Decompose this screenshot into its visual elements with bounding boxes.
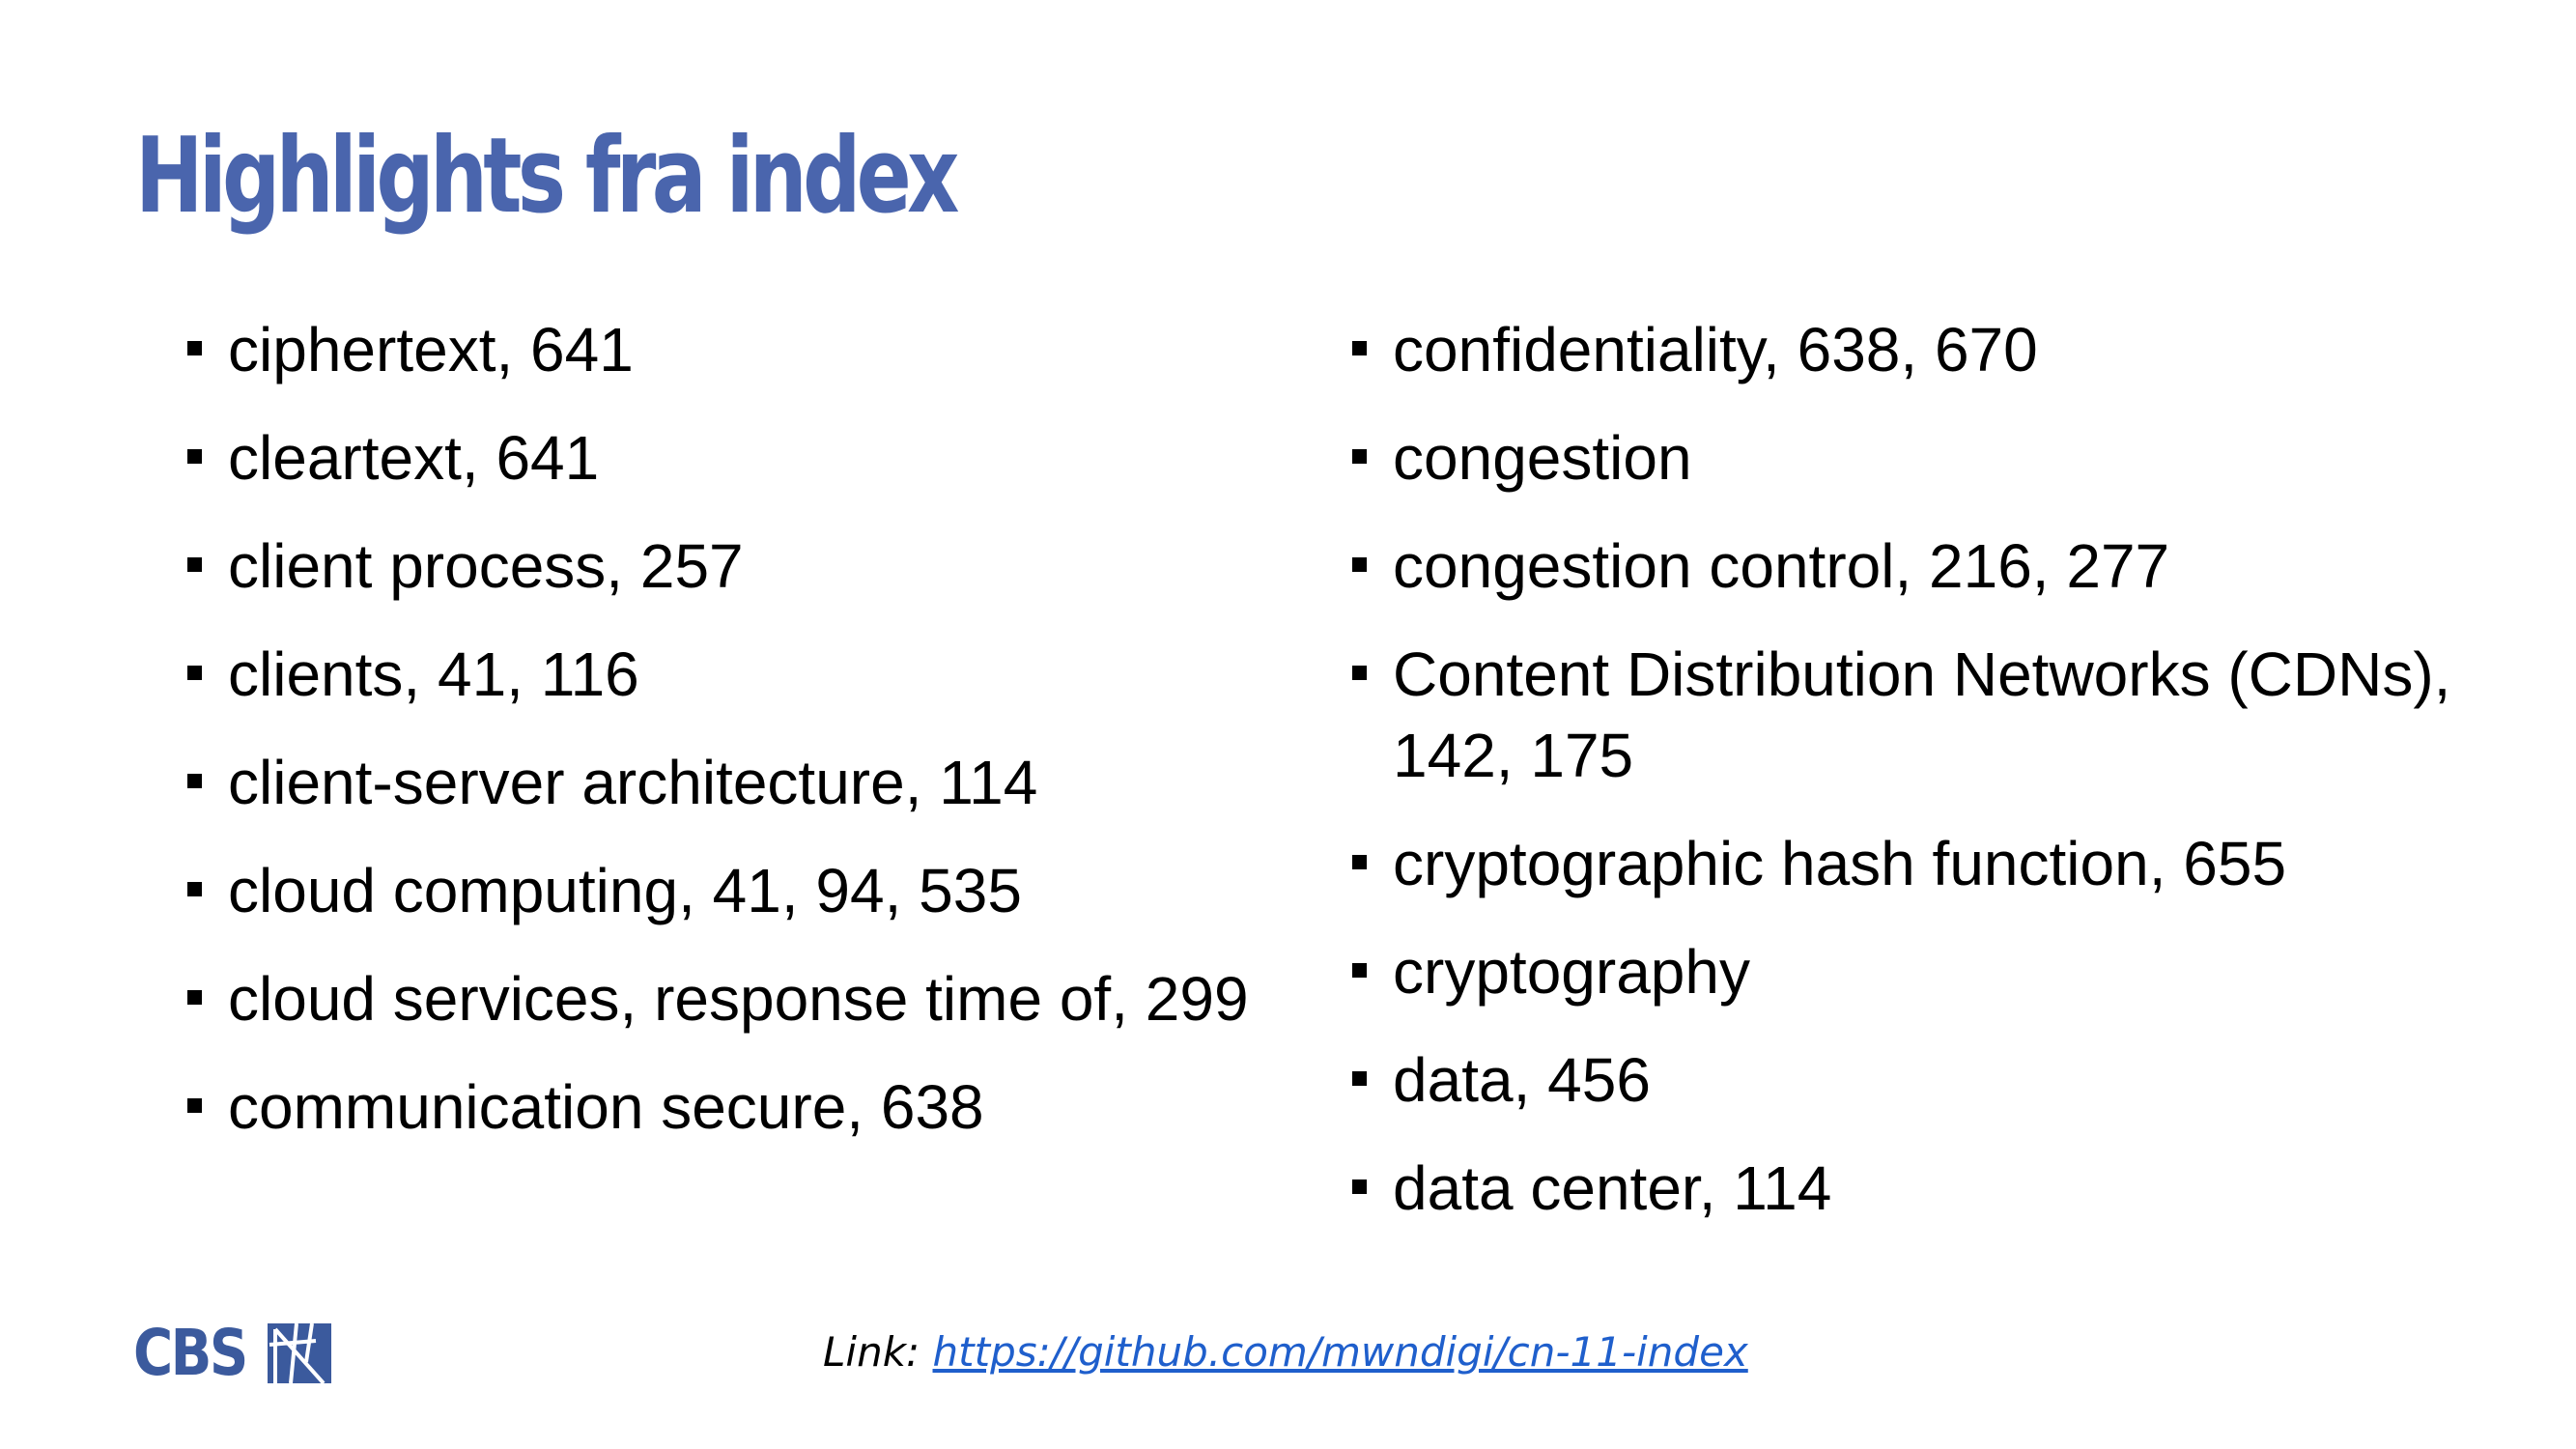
index-entry: cryptography (1393, 937, 1750, 1007)
index-entry: confidentiality, 638, 670 (1393, 315, 2038, 384)
index-entry: congestion control, 216, 277 (1393, 531, 2170, 601)
bullet-icon (1352, 1071, 1367, 1086)
cbs-logo: CBS (133, 1316, 332, 1390)
link-label: Link: (823, 1328, 933, 1376)
list-item: client process, 257 (184, 526, 1256, 607)
index-entry: ciphertext, 641 (228, 315, 634, 384)
cbs-logo-mark-icon (268, 1323, 332, 1383)
bullet-icon (1352, 963, 1367, 978)
list-item: cloud services, response time of, 299 (184, 958, 1256, 1039)
bullet-icon (187, 666, 202, 680)
bullet-icon (1352, 855, 1367, 869)
index-entry: data center, 114 (1393, 1153, 1832, 1223)
bullet-icon (1352, 449, 1367, 464)
footer-link-line: Link: https://github.com/mwndigi/cn-11-i… (823, 1323, 1748, 1381)
list-item: ciphertext, 641 (184, 309, 1256, 390)
list-item: cleartext, 641 (184, 417, 1256, 498)
bullet-icon (187, 449, 202, 464)
github-index-link[interactable]: https://github.com/mwndigi/cn-11-index (932, 1328, 1748, 1376)
bullet-icon (187, 557, 202, 572)
list-item: client-server architecture, 114 (184, 742, 1256, 823)
bullet-icon (1352, 666, 1367, 680)
list-item: clients, 41, 116 (184, 634, 1256, 715)
list-item: data, 456 (1348, 1039, 2459, 1121)
index-entry: client process, 257 (228, 531, 744, 601)
slide-title: Highlights fra index (135, 116, 959, 237)
bullet-icon (1352, 557, 1367, 572)
index-entry: client-server architecture, 114 (228, 748, 1038, 817)
list-item: communication secure, 638 (184, 1066, 1256, 1148)
index-entry: data, 456 (1393, 1045, 1651, 1115)
bullet-icon (1352, 1179, 1367, 1194)
index-entry: cryptographic hash function, 655 (1393, 829, 2287, 898)
list-item: confidentiality, 638, 670 (1348, 309, 2459, 390)
list-item: congestion control, 216, 277 (1348, 526, 2459, 607)
left-index-list: ciphertext, 641 cleartext, 641 client pr… (184, 309, 1256, 1175)
list-item: cryptographic hash function, 655 (1348, 823, 2459, 904)
index-entry: communication secure, 638 (228, 1072, 984, 1142)
bullet-icon (187, 990, 202, 1005)
logo-text: CBS (133, 1316, 248, 1390)
bullet-icon (187, 1098, 202, 1113)
index-entry: Content Distribution Networks (CDNs), 14… (1393, 639, 2451, 790)
bullet-icon (187, 341, 202, 355)
index-entry: clients, 41, 116 (228, 639, 639, 709)
index-entry: congestion (1393, 423, 1692, 493)
index-entry: cloud services, response time of, 299 (228, 964, 1249, 1034)
bullet-icon (187, 882, 202, 896)
right-index-list: confidentiality, 638, 670 congestion con… (1348, 309, 2459, 1256)
index-entry: cleartext, 641 (228, 423, 600, 493)
index-entry: cloud computing, 41, 94, 535 (228, 856, 1022, 925)
list-item: cloud computing, 41, 94, 535 (184, 850, 1256, 931)
list-item: data center, 114 (1348, 1148, 2459, 1229)
bullet-icon (1352, 341, 1367, 355)
list-item: congestion (1348, 417, 2459, 498)
bullet-icon (187, 774, 202, 788)
list-item: cryptography (1348, 931, 2459, 1012)
list-item: Content Distribution Networks (CDNs), 14… (1348, 634, 2459, 796)
